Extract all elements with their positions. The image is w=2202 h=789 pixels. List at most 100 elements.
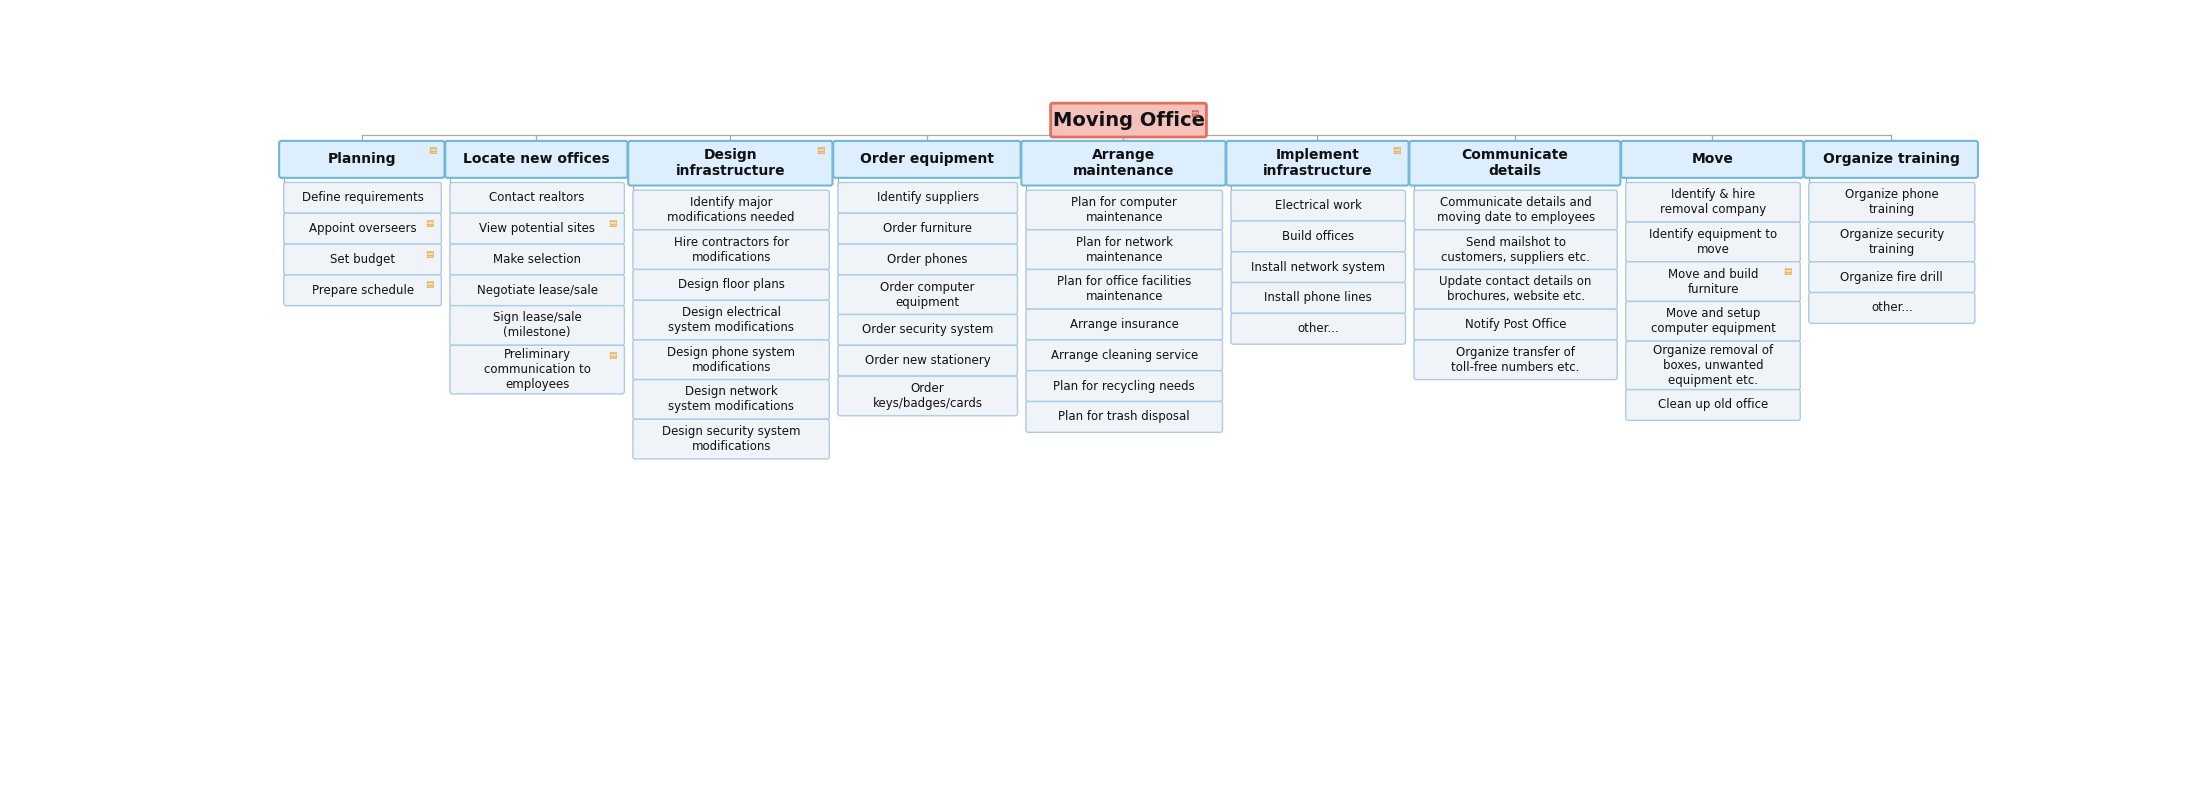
FancyBboxPatch shape <box>449 213 625 244</box>
Text: Plan for recycling needs: Plan for recycling needs <box>1053 380 1196 393</box>
Text: Identify equipment to
move: Identify equipment to move <box>1649 228 1777 256</box>
Text: Move and build
furniture: Move and build furniture <box>1667 267 1757 296</box>
FancyBboxPatch shape <box>1803 141 1977 178</box>
FancyBboxPatch shape <box>1231 313 1405 344</box>
FancyBboxPatch shape <box>1414 270 1616 309</box>
Text: ▤: ▤ <box>1784 267 1792 276</box>
FancyBboxPatch shape <box>839 376 1017 416</box>
Text: Send mailshot to
customers, suppliers etc.: Send mailshot to customers, suppliers et… <box>1440 236 1590 264</box>
FancyBboxPatch shape <box>1808 182 1975 222</box>
FancyBboxPatch shape <box>632 340 830 380</box>
FancyBboxPatch shape <box>1625 222 1801 262</box>
Text: Preliminary
communication to
employees: Preliminary communication to employees <box>484 348 590 391</box>
FancyBboxPatch shape <box>449 182 625 213</box>
Text: other...: other... <box>1872 301 1914 315</box>
FancyBboxPatch shape <box>284 213 440 244</box>
Text: Design phone system
modifications: Design phone system modifications <box>667 346 795 374</box>
Text: ▤: ▤ <box>608 351 617 360</box>
Text: Organize fire drill: Organize fire drill <box>1841 271 1942 284</box>
FancyBboxPatch shape <box>632 380 830 419</box>
FancyBboxPatch shape <box>1026 270 1222 309</box>
Text: Order security system: Order security system <box>861 323 993 336</box>
FancyBboxPatch shape <box>280 141 445 178</box>
Text: Order
keys/badges/cards: Order keys/badges/cards <box>872 382 982 410</box>
Text: Define requirements: Define requirements <box>302 192 423 204</box>
FancyBboxPatch shape <box>1409 141 1621 185</box>
Text: Design
infrastructure: Design infrastructure <box>676 148 786 178</box>
FancyBboxPatch shape <box>1625 182 1801 222</box>
Text: Design security system
modifications: Design security system modifications <box>663 425 799 453</box>
Text: ▤: ▤ <box>425 219 434 228</box>
FancyBboxPatch shape <box>1414 309 1616 340</box>
Text: Contact realtors: Contact realtors <box>489 192 586 204</box>
Text: Hire contractors for
modifications: Hire contractors for modifications <box>674 236 788 264</box>
Text: Design electrical
system modifications: Design electrical system modifications <box>667 306 795 334</box>
FancyBboxPatch shape <box>284 275 440 305</box>
FancyBboxPatch shape <box>449 346 625 394</box>
Text: Arrange cleaning service: Arrange cleaning service <box>1050 349 1198 362</box>
Text: Organize transfer of
toll-free numbers etc.: Organize transfer of toll-free numbers e… <box>1451 346 1579 374</box>
FancyBboxPatch shape <box>839 315 1017 346</box>
FancyBboxPatch shape <box>449 275 625 305</box>
Text: Install network system: Install network system <box>1251 260 1385 274</box>
Text: Plan for computer
maintenance: Plan for computer maintenance <box>1072 196 1178 224</box>
Text: ▤: ▤ <box>1189 109 1198 118</box>
Text: Organize security
training: Organize security training <box>1839 228 1944 256</box>
Text: Sign lease/sale
(milestone): Sign lease/sale (milestone) <box>493 312 581 339</box>
Text: Order computer
equipment: Order computer equipment <box>881 281 975 308</box>
Text: Clean up old office: Clean up old office <box>1658 398 1768 412</box>
Text: Install phone lines: Install phone lines <box>1264 291 1372 305</box>
FancyBboxPatch shape <box>1050 103 1207 137</box>
FancyBboxPatch shape <box>449 305 625 346</box>
FancyBboxPatch shape <box>839 346 1017 376</box>
Text: Order furniture: Order furniture <box>883 222 971 235</box>
FancyBboxPatch shape <box>1808 262 1975 293</box>
FancyBboxPatch shape <box>832 141 1020 178</box>
Text: ▤: ▤ <box>425 249 434 259</box>
Text: Planning: Planning <box>328 152 396 166</box>
FancyBboxPatch shape <box>1227 141 1409 185</box>
Text: Identify suppliers: Identify suppliers <box>876 192 978 204</box>
Text: Organize training: Organize training <box>1823 152 1960 166</box>
Text: Implement
infrastructure: Implement infrastructure <box>1262 148 1372 178</box>
Text: ▤: ▤ <box>608 219 617 228</box>
Text: Order phones: Order phones <box>887 253 969 266</box>
Text: Organize phone
training: Organize phone training <box>1845 189 1938 216</box>
Text: Design network
system modifications: Design network system modifications <box>667 385 795 413</box>
FancyBboxPatch shape <box>1808 293 1975 323</box>
Text: Identify & hire
removal company: Identify & hire removal company <box>1660 189 1766 216</box>
FancyBboxPatch shape <box>445 141 628 178</box>
Text: Negotiate lease/sale: Negotiate lease/sale <box>476 284 597 297</box>
Text: Appoint overseers: Appoint overseers <box>308 222 416 235</box>
FancyBboxPatch shape <box>1231 221 1405 252</box>
Text: Design floor plans: Design floor plans <box>678 279 784 291</box>
FancyBboxPatch shape <box>839 182 1017 213</box>
FancyBboxPatch shape <box>1231 282 1405 313</box>
Text: ▤: ▤ <box>425 280 434 290</box>
FancyBboxPatch shape <box>1026 230 1222 270</box>
FancyBboxPatch shape <box>1414 230 1616 270</box>
Text: Plan for network
maintenance: Plan for network maintenance <box>1077 236 1174 264</box>
FancyBboxPatch shape <box>839 213 1017 244</box>
Text: Set budget: Set budget <box>330 253 394 266</box>
Text: Move and setup
computer equipment: Move and setup computer equipment <box>1652 307 1775 335</box>
Text: Prepare schedule: Prepare schedule <box>310 284 414 297</box>
FancyBboxPatch shape <box>1414 190 1616 230</box>
FancyBboxPatch shape <box>1625 341 1801 390</box>
FancyBboxPatch shape <box>1808 222 1975 262</box>
FancyBboxPatch shape <box>284 182 440 213</box>
Text: Order equipment: Order equipment <box>861 152 993 166</box>
FancyBboxPatch shape <box>284 244 440 275</box>
Text: ▤: ▤ <box>427 147 436 155</box>
Text: Organize removal of
boxes, unwanted
equipment etc.: Organize removal of boxes, unwanted equi… <box>1654 344 1773 387</box>
FancyBboxPatch shape <box>1621 141 1803 178</box>
FancyBboxPatch shape <box>1231 252 1405 282</box>
FancyBboxPatch shape <box>1022 141 1227 185</box>
FancyBboxPatch shape <box>1231 190 1405 221</box>
FancyBboxPatch shape <box>1026 402 1222 432</box>
FancyBboxPatch shape <box>1625 301 1801 341</box>
FancyBboxPatch shape <box>839 244 1017 275</box>
Text: Move: Move <box>1691 152 1733 166</box>
Text: ▤: ▤ <box>815 147 824 155</box>
FancyBboxPatch shape <box>1414 340 1616 380</box>
